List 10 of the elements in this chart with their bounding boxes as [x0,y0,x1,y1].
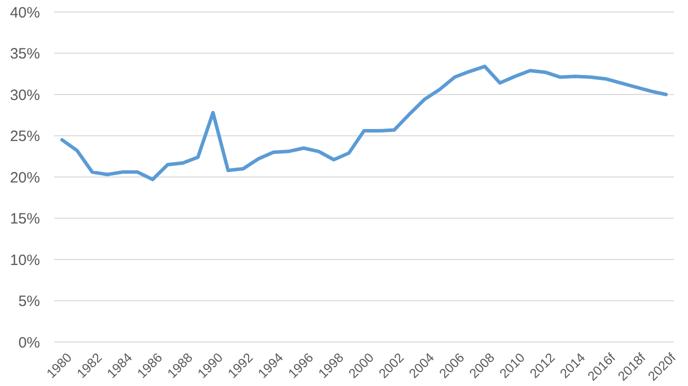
y-tick-label: 40% [10,4,40,22]
y-tick-label: 35% [10,46,40,62]
y-tick-label: 15% [10,210,40,228]
y-tick-label: 30% [10,86,40,104]
line-series [60,64,668,182]
y-tick-label: 10% [10,252,40,269]
y-tick-label: 25% [10,128,40,145]
y-tick-label: 5% [18,293,40,310]
y-tick-label: 0% [18,334,40,352]
y-tick-label: 20% [10,169,40,186]
